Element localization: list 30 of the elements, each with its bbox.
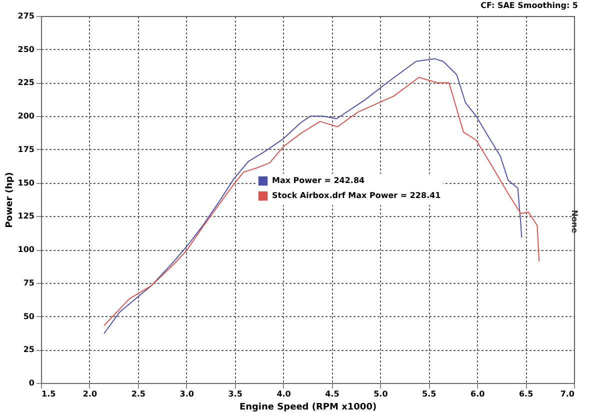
x-tick-label: 2.0 — [82, 390, 98, 398]
y-tick-label: 100 — [18, 245, 35, 254]
y-tick-label: 0 — [28, 378, 35, 388]
legend-label: Max Power = 242.84 — [272, 176, 366, 185]
y2-axis-title: None — [570, 210, 579, 234]
y-tick-label: 250 — [18, 44, 35, 54]
x-tick-label: 3.0 — [180, 390, 194, 398]
x-tick-label: 7.0 — [560, 390, 575, 398]
y-axis-title: Power (hp) — [4, 172, 15, 228]
y-tick-label: 25 — [23, 345, 35, 354]
y-tick-label: 275 — [18, 12, 35, 20]
x-tick-label: 4.5 — [325, 390, 340, 398]
y-tick-label: 225 — [18, 78, 35, 88]
legend-label: Stock Airbox.drf Max Power = 228.41 — [272, 191, 442, 200]
y-tick-label: 200 — [18, 112, 35, 121]
y-tick-label: 175 — [18, 144, 35, 154]
x-axis-title: Engine Speed (RPM x1000) — [239, 402, 377, 412]
x-tick-label: 2.5 — [131, 390, 146, 398]
x-tick-label: 6.0 — [470, 390, 486, 398]
y-tick-label: 75 — [23, 278, 35, 288]
x-tick-label: 1.5 — [42, 390, 56, 398]
x-tick-label: 4.0 — [276, 390, 292, 398]
x-tick-label: 6.5 — [518, 390, 534, 398]
y-tick-label: 150 — [18, 178, 35, 188]
x-tick-label: 5.5 — [422, 390, 437, 398]
y-tick-label: 125 — [18, 212, 35, 221]
text: CF: SAE Smoothing: 5 — [480, 1, 578, 10]
x-tick-label: 5.0 — [374, 390, 388, 398]
y-tick-label: 50 — [23, 312, 35, 321]
x-tick-label: 3.5 — [228, 390, 243, 398]
